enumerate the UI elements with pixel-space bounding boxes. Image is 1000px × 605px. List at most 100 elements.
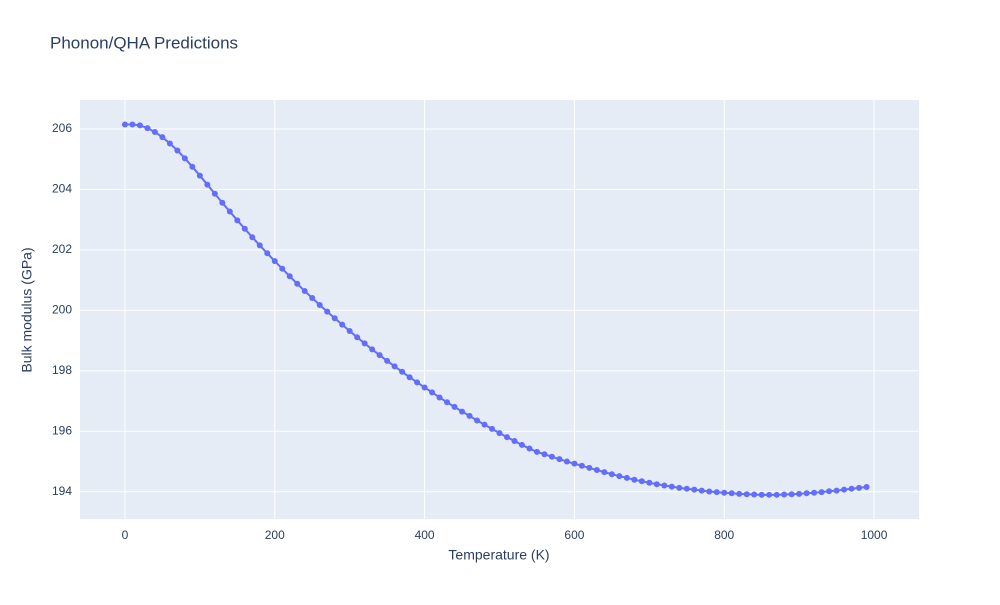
- marker: [803, 490, 810, 497]
- marker: [489, 425, 496, 432]
- marker: [159, 134, 166, 141]
- marker: [181, 155, 188, 162]
- marker: [121, 121, 128, 128]
- marker: [653, 481, 660, 488]
- marker: [623, 474, 630, 481]
- marker: [631, 476, 638, 483]
- marker: [526, 445, 533, 452]
- marker: [548, 453, 555, 460]
- marker: [691, 486, 698, 493]
- marker: [429, 389, 436, 396]
- marker: [399, 368, 406, 375]
- x-tick-label: 200: [265, 528, 285, 542]
- marker: [841, 486, 848, 493]
- marker: [481, 421, 488, 428]
- marker: [354, 334, 361, 341]
- series-line: [124, 123, 867, 496]
- marker: [571, 460, 578, 467]
- marker: [683, 485, 690, 492]
- marker: [316, 301, 323, 308]
- x-tick-label: 600: [564, 528, 584, 542]
- marker: [503, 434, 510, 441]
- marker: [556, 456, 563, 463]
- x-tick-label: 800: [714, 528, 734, 542]
- marker: [271, 258, 278, 265]
- marker: [541, 451, 548, 458]
- marker: [848, 485, 855, 492]
- y-tick-label: 194: [52, 484, 72, 498]
- marker: [578, 462, 585, 469]
- marker: [533, 448, 540, 455]
- marker: [444, 399, 451, 406]
- marker: [256, 242, 263, 249]
- marker: [196, 172, 203, 179]
- marker: [241, 225, 248, 232]
- marker: [376, 352, 383, 359]
- x-tick-label: 0: [122, 528, 129, 542]
- marker: [129, 121, 136, 128]
- marker: [856, 484, 863, 491]
- marker: [586, 464, 593, 471]
- marker: [863, 483, 870, 490]
- marker: [249, 234, 256, 241]
- marker: [204, 181, 211, 188]
- marker: [713, 489, 720, 496]
- marker: [279, 265, 286, 272]
- marker: [736, 490, 743, 497]
- y-tick-label: 196: [52, 424, 72, 438]
- marker: [286, 273, 293, 280]
- marker: [721, 489, 728, 496]
- marker: [758, 491, 765, 498]
- marker: [211, 190, 218, 197]
- marker: [301, 288, 308, 295]
- marker: [593, 467, 600, 474]
- marker: [773, 491, 780, 498]
- marker: [474, 417, 481, 424]
- marker: [136, 122, 143, 129]
- y-tick-label: 202: [52, 242, 72, 256]
- y-tick-label: 206: [52, 121, 72, 135]
- marker: [826, 488, 833, 495]
- marker: [638, 478, 645, 485]
- marker: [451, 403, 458, 410]
- marker: [706, 488, 713, 495]
- x-tick-label: 400: [415, 528, 435, 542]
- marker: [563, 458, 570, 465]
- marker: [309, 295, 316, 302]
- marker: [174, 147, 181, 154]
- marker: [511, 438, 518, 445]
- y-tick-label: 200: [52, 303, 72, 317]
- x-axis-label: Temperature (K): [448, 547, 549, 563]
- marker: [646, 479, 653, 486]
- marker: [676, 484, 683, 491]
- marker: [668, 483, 675, 490]
- marker: [601, 469, 608, 476]
- marker: [346, 327, 353, 334]
- marker: [166, 140, 173, 147]
- marker: [144, 125, 151, 132]
- marker: [496, 430, 503, 437]
- chart-title: Phonon/QHA Predictions: [50, 33, 238, 52]
- marker: [421, 384, 428, 391]
- marker: [751, 491, 758, 498]
- marker: [518, 441, 525, 448]
- marker: [151, 129, 158, 136]
- marker: [743, 491, 750, 498]
- marker: [698, 487, 705, 494]
- marker: [361, 340, 368, 347]
- marker: [391, 363, 398, 370]
- y-tick-label: 198: [52, 363, 72, 377]
- marker: [818, 489, 825, 496]
- y-axis-label: Bulk modulus (GPa): [19, 247, 35, 372]
- marker: [661, 482, 668, 489]
- marker: [414, 379, 421, 386]
- marker: [781, 491, 788, 498]
- marker: [796, 490, 803, 497]
- marker: [369, 346, 376, 353]
- marker: [466, 412, 473, 419]
- marker: [811, 489, 818, 496]
- marker: [331, 315, 338, 322]
- marker: [226, 208, 233, 215]
- marker: [339, 321, 346, 328]
